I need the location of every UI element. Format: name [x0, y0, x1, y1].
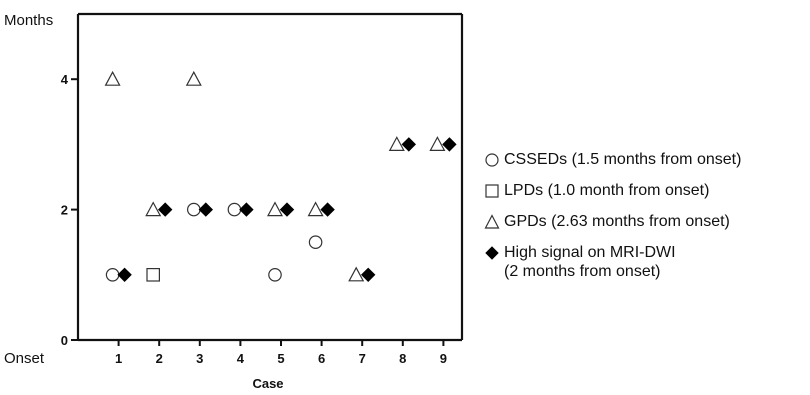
point-triangle-open-8	[429, 136, 446, 151]
point-circle-open-5	[308, 235, 323, 249]
point-triangle-open-4	[266, 201, 284, 217]
point-diamond-filled-1	[117, 267, 132, 283]
circle-open-icon	[480, 150, 504, 168]
point-circle-open-3	[227, 202, 242, 217]
diamond-filled-icon	[480, 243, 504, 261]
x-tick-label-6: 6	[318, 351, 325, 366]
y-tick-label-2: 2	[61, 203, 68, 218]
legend-label-csseds: CSSEDs (1.5 months from onset)	[504, 151, 742, 168]
point-triangle-open-2	[145, 201, 162, 217]
point-triangle-open-1	[104, 70, 121, 86]
point-circle-open-4	[268, 267, 282, 282]
triangle-open-icon	[480, 212, 504, 230]
point-diamond-filled-5	[279, 202, 295, 217]
point-diamond-filled-2	[157, 202, 173, 217]
x-origin-label: Onset	[4, 350, 45, 367]
legend: CSSEDs (1.5 months from onset) LPDs (1.0…	[480, 150, 805, 293]
square-open-icon	[480, 181, 504, 199]
y-tick-label-0: 0	[61, 333, 68, 348]
point-diamond-filled-7	[360, 267, 376, 283]
x-tick-label-7: 7	[359, 351, 366, 366]
point-circle-open-1	[105, 267, 120, 282]
x-tick-label-2: 2	[156, 351, 163, 366]
legend-item-csseds: CSSEDs (1.5 months from onset)	[480, 150, 805, 169]
point-diamond-filled-3	[198, 202, 214, 217]
legend-item-gpds: GPDs (2.63 months from onset)	[480, 212, 805, 231]
x-tick-label-9: 9	[440, 351, 447, 366]
legend-label-gpds: GPDs (2.63 months from onset)	[504, 213, 730, 230]
x-tick-label-5: 5	[277, 351, 284, 366]
x-tick-label-1: 1	[115, 351, 122, 366]
x-tick-label-8: 8	[399, 351, 406, 366]
legend-label-mri-dwi: High signal on MRI-DWI (2 months from on…	[504, 244, 676, 280]
x-tick-label-3: 3	[196, 351, 203, 366]
legend-item-mri-dwi: High signal on MRI-DWI (2 months from on…	[480, 243, 805, 281]
point-triangle-open-6	[348, 266, 365, 282]
axes: 0 2 4 1 2 3 4 5 6 7 8 9 Months Onset Case	[4, 12, 464, 391]
point-square-open-1	[146, 268, 160, 282]
legend-label-lpds: LPDs (1.0 month from onset)	[504, 182, 710, 199]
y-tick-label-4: 4	[61, 72, 69, 87]
point-triangle-open-7	[388, 136, 405, 151]
x-axis-title: Case	[252, 376, 283, 391]
point-diamond-filled-8	[401, 137, 417, 152]
legend-item-lpds: LPDs (1.0 month from onset)	[480, 181, 805, 200]
point-diamond-filled-4	[239, 202, 254, 217]
point-diamond-filled-9	[442, 137, 457, 152]
y-axis-title: Months	[4, 12, 53, 29]
data-marks	[104, 70, 457, 283]
point-triangle-open-5	[307, 201, 324, 217]
point-triangle-open-3	[185, 70, 202, 86]
point-diamond-filled-6	[320, 202, 335, 217]
point-circle-open-2	[187, 202, 201, 217]
x-tick-label-4: 4	[237, 351, 245, 366]
